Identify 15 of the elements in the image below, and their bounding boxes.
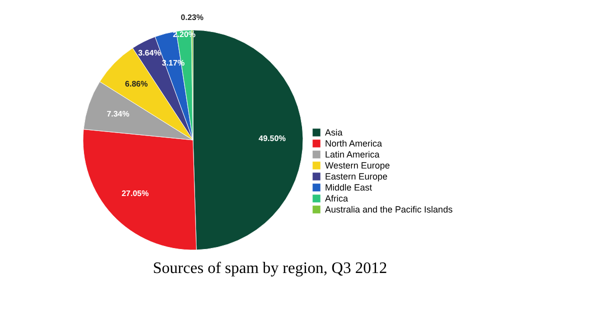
legend-label: Australia and the Pacific Islands [325,204,454,214]
legend-label: Africa [325,194,348,204]
data-label: 3.64% [138,48,161,58]
legend-label: Middle East [325,182,373,192]
data-label: 27.05% [122,189,149,198]
text: Sources of spam by region, Q3 2012 [152,260,388,277]
legend-label: Latin America [325,150,380,160]
data-label: 0.23% [180,13,204,22]
legend-label: North America [325,138,382,148]
legend-label: Western Europe [325,160,390,170]
data-label: 49.50% [258,134,286,143]
data-label: 7.34% [106,109,130,118]
data-label: 6.86% [125,80,148,89]
legend-label: Asia [325,128,343,138]
legend-label: Eastern Europe [325,172,388,182]
